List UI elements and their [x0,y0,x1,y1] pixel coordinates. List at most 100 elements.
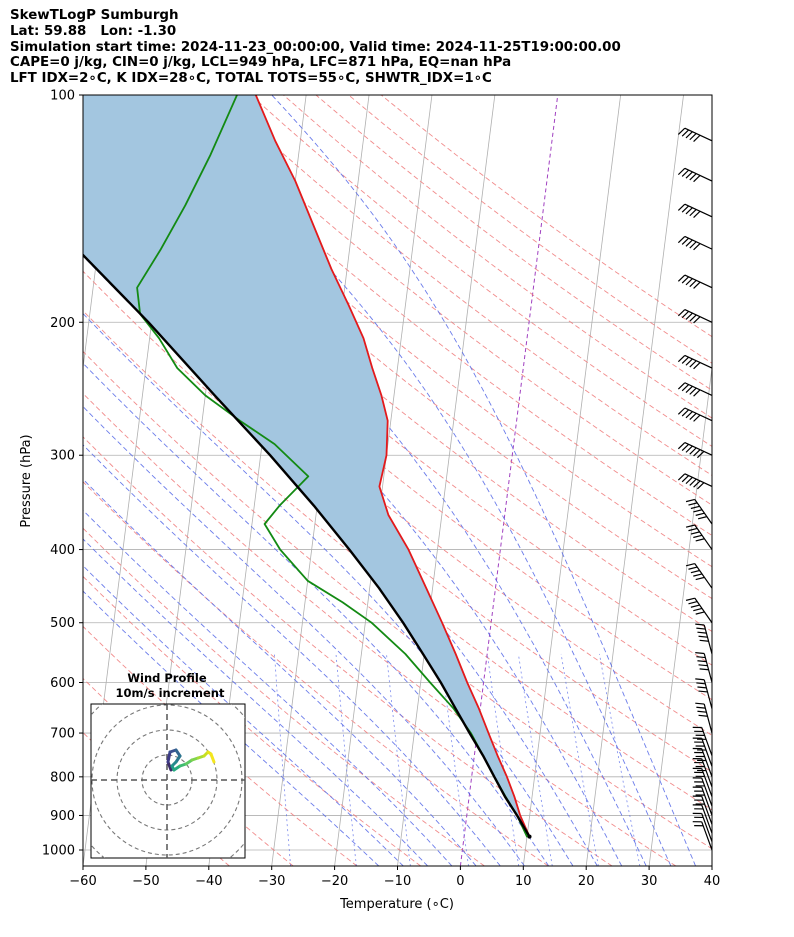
wind-barb-flag [693,573,703,577]
wind-barb-flag [689,360,697,368]
y-tick-label: 800 [50,770,75,785]
wind-barb-shaft [703,653,713,683]
moist-adiabat-0 [83,478,477,866]
wind-barb-flag [685,563,695,567]
wind-barb [685,563,713,589]
cape-cin-shading [83,95,530,837]
wind-barb-flag [681,475,690,483]
wind-barb-flag [699,639,709,642]
wind-barb-flag [695,611,705,615]
wind-barb-shaft [684,382,713,396]
dry-adiabat--10 [83,575,421,866]
wind-barb-flag [685,358,693,366]
hodograph-segment [166,750,172,764]
wind-barb-flag [697,631,707,634]
wind-barb [677,442,713,459]
title-indices-2: LFT IDX=2∘C, K IDX=28∘C, TOTAL TOTS=55∘C… [10,71,492,87]
wind-barb [677,127,713,142]
wind-barb [695,652,713,683]
wind-barbs [677,127,713,851]
wind-barb-flag [688,601,698,605]
wind-barb [677,382,713,397]
y-tick-label: 900 [50,809,75,824]
wind-barb [692,821,713,851]
mixing-ratio-24 [599,653,641,866]
wind-barb-flag [695,576,705,581]
wind-barb-flag [681,237,690,245]
dry-adiabat-120 [120,95,712,568]
dry-adiabat-30 [83,392,677,866]
wind-barb-flag [688,527,698,532]
wind-barb-flag [677,167,686,176]
moist-adiabat--4 [83,509,453,866]
isotherm-0 [459,95,559,866]
title-latlon: Lat: 59.88 Lon: -1.30 [10,23,177,39]
mixing-ratio-0.4 [274,653,291,866]
y-tick-label: 400 [50,543,75,558]
x-tick-label: −20 [321,874,348,889]
wind-barb [695,623,713,655]
wind-barb-flag [677,309,686,317]
mixing-ratio-1 [335,653,357,866]
wind-barb [692,737,713,767]
wind-barb-flag [681,169,690,177]
wind-barb [692,795,713,825]
wind-barb-flag [685,445,693,453]
wind-barb-flag [681,443,690,452]
wind-barb-flag [685,131,693,139]
wind-barb-flag [689,387,697,395]
dry-adiabat-130 [152,95,712,537]
wind-barb-flag [685,312,693,320]
wind-barb-flag [693,210,701,218]
wind-barb [677,203,713,218]
mixing-ratio-2 [386,653,411,866]
wind-barb-flag [681,409,690,417]
wind-barb [695,678,713,709]
wind-barb-flag [695,702,705,705]
wind-barb [692,758,713,788]
wind-barb-flag [693,175,701,183]
wind-barb-flag [685,498,695,503]
wind-barb-shaft [684,203,713,218]
wind-barb [692,767,713,797]
wind-barb-flag [685,385,693,394]
wind-barb-flag [697,710,707,713]
x-tick-label: −60 [69,874,96,889]
wind-barb [692,777,713,807]
wind-barb-flag [695,538,705,542]
wind-barb-flag [693,449,701,457]
wind-barb-flag [689,279,697,288]
moist-adiabat--8 [83,538,429,866]
wind-barb-flag [695,652,705,655]
wind-barb-flag [693,389,701,397]
dry-adiabat-150 [217,95,712,476]
wind-barb-shaft [684,309,713,323]
y-tick-label: 200 [50,316,75,331]
wind-barb-shaft [701,796,713,825]
dry-adiabat-0 [83,527,485,866]
wind-barb [677,235,713,251]
wind-barb-flag [690,604,700,608]
wind-profile-inset: Wind Profile 10m/s increment [90,671,246,859]
wind-barb-flag [696,482,705,490]
moist-adiabat-4 [83,444,501,866]
wind-barb-shaft [694,597,713,624]
wind-barb [677,167,713,183]
isotherm-10 [522,95,622,866]
grid [83,95,712,851]
inset-subtitle: 10m/s increment [116,686,225,700]
wind-barb-flag [693,316,701,324]
wind-barb-flag [689,478,697,486]
wind-barb [692,747,713,778]
wind-barb-flag [696,682,706,685]
wind-barb-flag [689,447,697,455]
wind-barb-flag [696,627,706,630]
x-tick-label: 0 [456,874,464,889]
wind-barb-flag [696,450,705,459]
wind-barb-shaft [684,167,713,182]
wind-barb-flag [677,127,686,135]
isotherm-40 [711,862,712,866]
wind-barb-flag [693,362,701,370]
temperature-line [254,95,531,838]
chart-title: SkewTLogP Sumburgh Lat: 59.88 Lon: -1.30… [10,8,621,87]
